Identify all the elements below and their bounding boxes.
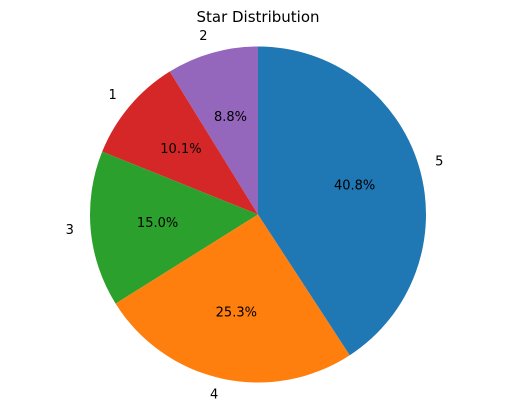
category-label-1: 1	[108, 88, 116, 103]
pie-slice-3	[89, 151, 258, 304]
pie-slice-2	[169, 46, 258, 215]
pie-slice-1	[102, 71, 258, 215]
category-label-3: 3	[66, 223, 74, 238]
percent-label-4: 25.3%	[216, 305, 257, 320]
percent-label-1: 10.1%	[160, 142, 201, 157]
pie-slices	[89, 46, 426, 383]
chart-title: Star Distribution	[196, 8, 319, 26]
percent-label-3: 15.0%	[137, 216, 178, 231]
pie-slice-4	[115, 214, 350, 383]
category-label-4: 4	[210, 387, 218, 402]
percent-label-5: 40.8%	[334, 178, 375, 193]
percent-label-2: 8.8%	[214, 110, 247, 125]
pie-labels: 2 8.8% 1 10.1% 3 15.0% 4 25.3% 5 40.8%	[66, 29, 444, 402]
pie-slice-5	[258, 46, 426, 356]
category-label-5: 5	[435, 154, 443, 169]
category-label-2: 2	[199, 29, 207, 44]
